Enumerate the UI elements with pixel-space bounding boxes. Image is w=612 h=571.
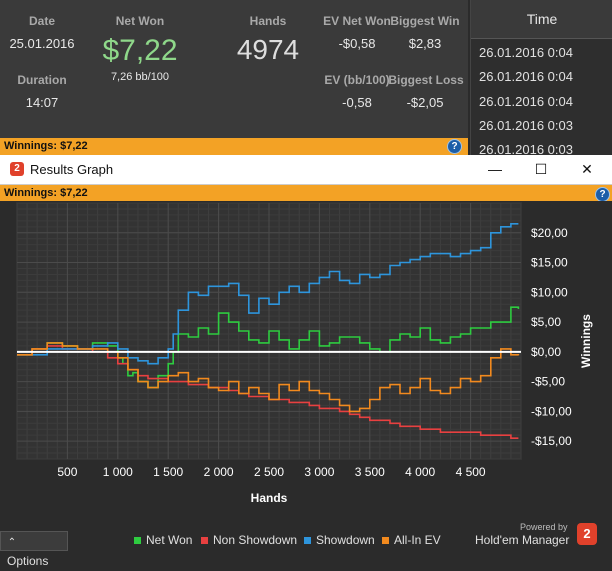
ev-net-won-label: EV Net Won [323,14,391,28]
legend-label: All-In EV [394,533,441,547]
legend-item-showdown[interactable]: Showdown [304,533,375,547]
series-line-showdown [17,223,519,365]
window-winnings-bar: Winnings: $7,22 [0,185,612,202]
legend-label: Showdown [316,533,375,547]
duration-label: Duration [17,73,67,87]
hands-value: 4974 [236,34,300,65]
results-chart-svg: $20,00 $15,00 $10,00 $5,00 $0,00 -$5,00 -$10,0… [16,202,593,505]
time-row[interactable]: 26.01.2016 0:03 [479,142,573,157]
time-list-panel: Time 26.01.2016 0:04 26.01.2016 0:04 26.… [470,0,612,157]
window-winnings-text: Winnings: $7,22 [4,187,88,199]
x-tick-label: 1 500 [153,465,183,479]
app-logo-icon: 2 [10,162,24,176]
product-name: Hold'em Manager [475,533,570,547]
window-title: Results Graph [30,162,114,177]
y-tick-label: $10,00 [531,285,568,299]
time-row[interactable]: 26.01.2016 0:03 [479,118,573,133]
powered-by-label: Powered by [520,522,568,532]
session-summary: Date 25.01.2016 Duration 14:07 Net Won $… [0,0,468,138]
options-label: Options [7,554,49,568]
legend-item-net-won[interactable]: Net Won [134,533,192,547]
ev-net-won-value: -$0,58 [338,36,376,51]
x-tick-label: 2 500 [254,465,284,479]
chevron-up-icon: ⌃ [7,537,17,548]
date-value: 25.01.2016 [9,36,75,51]
legend-label: Net Won [146,533,193,547]
options-button[interactable]: ⌃ Options [0,531,68,568]
y-tick-label: -$10,00 [531,404,572,418]
y-tick-label: $5,00 [531,315,561,329]
date-label: Date [28,14,55,28]
duration-value: 14:07 [25,95,59,110]
results-chart: $20,00 $15,00 $10,00 $5,00 $0,00 -$5,00 -$10,0… [0,201,612,531]
bb-per-100-value: 7,26 bb/100 [110,71,170,83]
y-tick-label: $20,00 [531,226,568,240]
x-tick-label: 4 500 [456,465,486,479]
net-won-label: Net Won [115,14,165,28]
y-tick-label: $15,00 [531,256,568,270]
ev-bb-label: EV (bb/100) [324,73,390,87]
showdown-swatch [304,537,311,545]
x-axis-label: Hands [251,491,288,505]
legend-label: Non Showdown [213,533,298,547]
y-tick-label: $0,00 [531,345,561,359]
ev-bb-value: -0,58 [342,95,372,110]
x-tick-label: 3 000 [304,465,334,479]
biggest-win-label: Biggest Win [390,14,460,28]
close-button[interactable]: ✕ [581,160,593,177]
winnings-bar-text: Winnings: $7,22 [4,140,88,152]
non-showdown-swatch [201,537,208,545]
y-axis-label: Winnings [579,314,593,368]
all-in-ev-swatch [382,537,389,545]
time-column-header[interactable]: Time [471,0,612,39]
maximize-button[interactable]: ☐ [534,160,548,177]
help-icon[interactable]: ? [447,139,462,154]
hands-label: Hands [249,14,287,28]
winnings-bar: Winnings: $7,22 [0,138,468,155]
series-line-all-in-ev [17,342,520,413]
minimize-button[interactable]: — [488,161,502,177]
x-tick-label: 2 000 [204,465,234,479]
y-tick-label: -$5,00 [531,375,565,389]
legend-item-all-in-ev[interactable]: All-In EV [382,533,441,547]
x-tick-label: 1 000 [103,465,133,479]
biggest-loss-value: -$2,05 [406,95,444,110]
hem-logo-icon: 2 [577,523,597,545]
y-tick-label: -$15,00 [531,434,572,448]
x-tick-label: 3 500 [355,465,385,479]
legend-item-non-showdown[interactable]: Non Showdown [201,533,297,547]
biggest-loss-label: Biggest Loss [388,73,464,87]
x-tick-label: 500 [57,465,77,479]
x-tick-label: 4 000 [405,465,435,479]
net-won-swatch [134,537,141,545]
biggest-win-value: $2,83 [408,36,442,51]
net-won-value: $7,22 [102,34,178,67]
window-help-icon[interactable]: ? [595,187,610,202]
results-graph-titlebar[interactable]: 2 Results Graph — ☐ ✕ [0,155,612,185]
time-row[interactable]: 26.01.2016 0:04 [479,69,573,84]
time-row[interactable]: 26.01.2016 0:04 [479,94,573,109]
time-row[interactable]: 26.01.2016 0:04 [479,45,573,60]
